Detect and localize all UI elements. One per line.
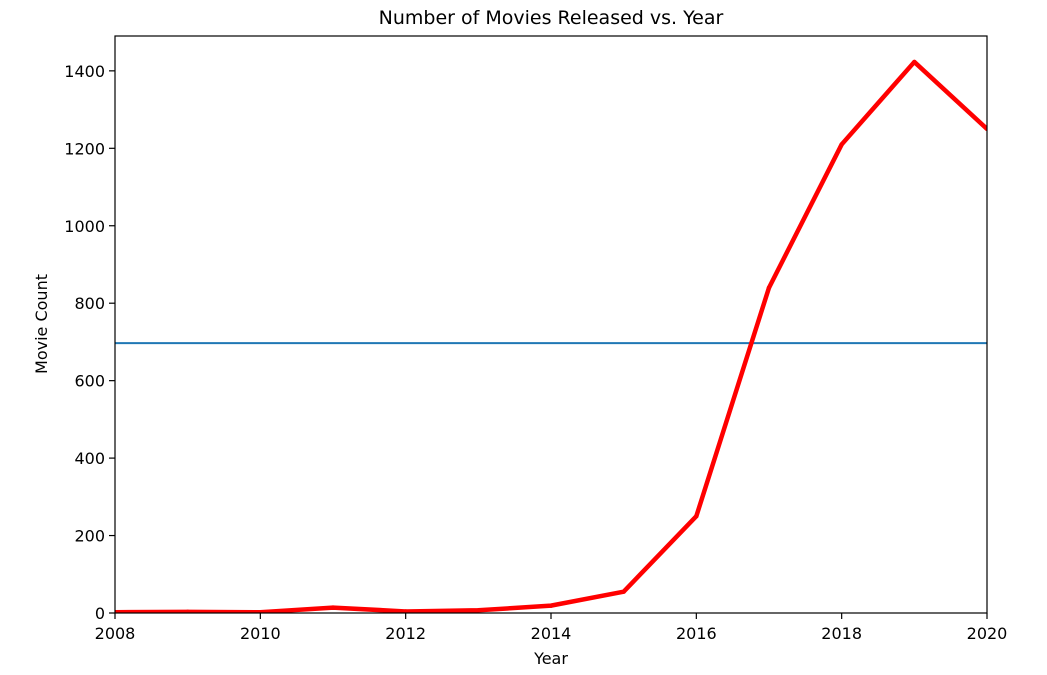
data-point-2011 <box>330 605 336 610</box>
y-tick-label-400: 400 <box>74 449 105 468</box>
x-axis-label: Year <box>533 649 568 668</box>
y-axis-label: Movie Count <box>32 274 51 374</box>
y-tick-label-0: 0 <box>95 604 105 623</box>
x-tick-label-2020: 2020 <box>967 624 1008 643</box>
y-tick-label-800: 800 <box>74 294 105 313</box>
data-point-2012 <box>403 609 408 613</box>
y-tick-label-1400: 1400 <box>64 62 105 81</box>
x-tick-label-2012: 2012 <box>385 624 426 643</box>
data-point-2009 <box>185 609 190 613</box>
plot-frame <box>114 35 988 614</box>
x-tick-label-2008: 2008 <box>95 624 136 643</box>
plot-area: 2008 2010 2012 2014 2016 2018 2020 0 200 400 600 80… <box>64 35 1008 643</box>
data-point-2019 <box>912 59 917 65</box>
y-tick-label-1200: 1200 <box>64 139 105 158</box>
data-point-2017 <box>766 285 772 290</box>
data-point-2016 <box>694 513 699 519</box>
y-tick-label-1000: 1000 <box>64 217 105 236</box>
data-point-2014 <box>548 603 554 608</box>
data-point-2018 <box>839 142 844 147</box>
y-tick-label-600: 600 <box>74 372 105 391</box>
x-tick-label-2010: 2010 <box>240 624 281 643</box>
data-point-2013 <box>476 608 481 613</box>
chart-title: Number of Movies Released vs. Year <box>379 7 724 29</box>
y-tick-label-200: 200 <box>74 527 105 546</box>
data-point-2015 <box>621 589 626 594</box>
x-tick-label-2018: 2018 <box>821 624 862 643</box>
series-line-0 <box>115 59 987 613</box>
x-tick-label-2016: 2016 <box>676 624 717 643</box>
x-tick-label-2014: 2014 <box>531 624 572 643</box>
data-point-2010 <box>258 610 263 613</box>
